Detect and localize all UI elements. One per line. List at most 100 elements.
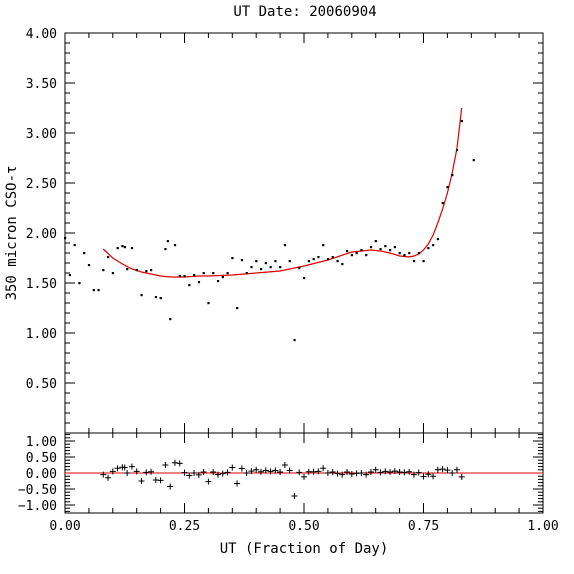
tau-point [322,244,325,247]
residual-point [181,469,188,476]
x-tick-label: 0.75 [408,519,439,534]
main-y-tick-label: 2.00 [26,227,57,242]
tau-point [288,260,291,263]
main-y-tick-label: 3.50 [26,77,57,92]
tau-point [240,259,244,262]
tau-point [202,272,205,275]
tau-point [427,247,430,250]
tau-point [145,270,148,273]
tau-point [68,274,71,277]
tau-point [154,296,158,299]
tau-point [365,254,368,257]
residual-point [234,480,241,487]
residual-point [415,469,422,476]
tau-point [389,249,392,252]
residual-point [214,471,221,478]
residual-point [301,473,307,480]
tau-point [183,275,186,278]
residual-point [324,470,331,476]
residual-point [391,468,398,475]
residual-point [434,466,441,473]
residual-y-tick-label: −1.00 [18,499,57,514]
residual-point [401,469,408,476]
tau-point [159,297,162,300]
main-y-tick-label: 2.50 [26,177,57,192]
tau-point [446,186,449,189]
tau-point [293,339,296,342]
tau-point [279,266,282,269]
fit-line [102,107,463,278]
tau-point [169,318,172,321]
residual-panel: −1.00−0.500.000.501.00 0.00 0.25 0.50 0.75 1… [18,432,559,557]
residual-point [133,468,140,475]
x-tick-label: 0.25 [169,519,200,534]
residual-point [410,471,417,478]
tau-point [130,247,134,250]
residual-point [243,470,250,476]
residual-point [367,469,374,476]
residual-point [224,469,231,476]
residual-point [372,466,379,473]
main-y-tick-label: 0.50 [26,377,57,392]
residual-point [114,465,121,472]
tau-point [135,269,138,272]
tau-point [417,252,420,255]
residual-point [348,470,355,477]
residual-point [339,471,346,478]
tau-point [123,246,126,249]
residual-point [200,469,207,476]
residual-point [138,478,145,484]
residual-point [453,466,460,473]
tau-point [245,272,248,275]
tau-point [226,272,229,275]
residual-point [105,474,112,481]
residual-point [219,470,226,477]
residual-point [286,467,293,474]
residual-point [157,477,164,484]
residual-y-tick-label: −0.50 [18,483,57,498]
residual-point [420,473,427,480]
residual-point [458,473,465,480]
tau-point [269,266,272,269]
tau-point [451,174,454,177]
tau-point [472,159,475,162]
residual-point [238,465,245,472]
residual-point [382,468,389,475]
residual-point [143,469,150,476]
residual-y-tick-label: 0.00 [26,467,57,482]
tau-point [303,277,306,280]
residual-point [363,471,370,478]
tau-point [379,248,382,251]
tau-point [111,272,114,275]
main-y-axis-label: 350 micron CSO-τ [4,166,20,301]
tau-point [97,289,100,292]
residual-point [406,468,413,475]
tau-point [336,260,339,263]
tau-point [307,260,310,263]
residual-point [425,471,432,478]
residual-point [229,464,236,471]
tau-point [73,244,76,247]
tau-point [326,258,330,261]
residual-point [109,468,116,475]
residual-point [148,468,155,475]
residual-point [191,470,198,476]
main-y-tick-label: 4.00 [26,27,57,42]
x-tick-label: 0.50 [288,519,319,534]
tau-point [259,268,263,271]
residual-point [315,468,322,475]
tau-point [178,275,181,278]
residual-y-axis: −1.00−0.500.000.501.00 [18,434,543,514]
tau-point [341,263,344,266]
tau-point [283,244,287,247]
tau-point [384,245,387,248]
residual-point [439,466,446,473]
residual-point [128,463,135,470]
tau-point [455,149,459,152]
residual-y-tick-label: 1.00 [26,435,57,450]
residual-point [124,470,131,476]
x-tick-label: 1.00 [527,519,558,534]
main-panel: 0.50 1.00 1.50 2.00 2.50 3.00 3.50 4.00 350 mic… [4,27,544,434]
main-x-ticks [88,33,520,433]
